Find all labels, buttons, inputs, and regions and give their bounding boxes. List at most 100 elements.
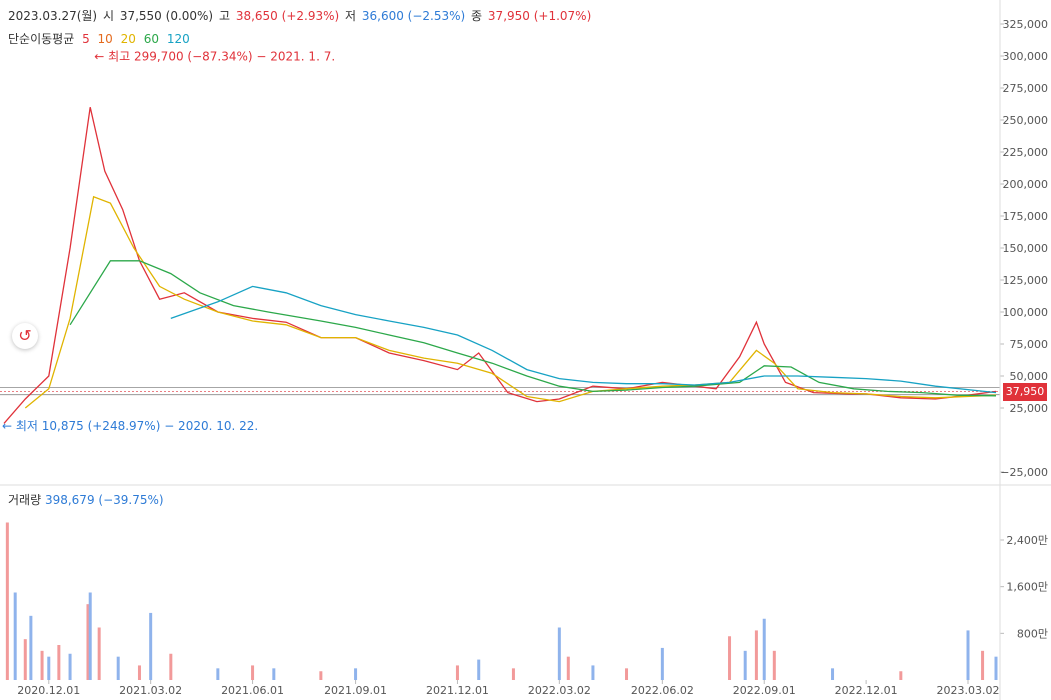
volume-bar [169,653,173,680]
volume-bar [625,668,629,680]
volume-bar [354,668,358,680]
volume-bar [557,627,561,680]
ma-5-label[interactable]: 5 [82,32,90,46]
price-tick-label: 75,000 [1010,338,1049,351]
volume-bar [86,604,90,680]
date-label: 2023.03.27(월) [8,9,98,23]
volume-label: 거래량 [8,493,42,507]
price-tick-label: 250,000 [1003,114,1049,127]
volume-bar [97,627,101,680]
volume-bar [455,665,459,680]
price-tick-label: 100,000 [1003,306,1049,319]
volume-bar [68,653,72,680]
date-x-axis: 2020.12.01 2021.03.02 2021.06.01 2021.09.01… [17,680,1000,697]
date-tick-label: 2021.09.01 [324,684,387,697]
volume-tick-label: 800만 [1017,627,1048,640]
volume-bar [319,671,323,680]
open-label: 시 [102,9,114,23]
price-guide-lines [0,387,1000,396]
volume-bar [5,522,9,680]
price-tick-label: 300,000 [1003,50,1049,63]
low-label: 저 [345,9,357,23]
volume-bar [149,612,153,680]
ma-60-label[interactable]: 60 [143,32,160,46]
volume-header: 거래량 398,679 (−39.75%) [8,491,164,508]
back-arrow-icon: ↺ [18,326,32,345]
date-tick-label: 2022.06.02 [631,684,694,697]
ma-120-label[interactable]: 120 [166,32,190,46]
volume-bar [966,630,970,680]
volume-y-axis: 2,400만 1,600만 800만 [1000,534,1048,640]
price-tick-label: 325,000 [1003,18,1049,31]
close-value: 37,950 (+1.07%) [487,9,592,23]
date-tick-label: 2021.06.01 [221,684,284,697]
volume-bar [660,647,664,680]
volume-bar [762,618,766,680]
volume-bar [88,592,92,680]
volume-bar [23,639,27,680]
price-tick-label: 125,000 [1003,274,1049,287]
volume-bar [591,665,595,680]
ma-120-line [170,285,997,394]
moving-average-lines [3,107,997,424]
volume-bar [994,656,998,680]
ma-legend: 단순이동평균 5 10 20 60 120 [8,30,194,47]
open-value: 37,550 (0.00%) [119,9,214,23]
current-price-tag: 37,950 [1003,383,1047,401]
volume-bar [251,665,255,680]
low-annotation: ← 최저 10,875 (+248.97%) − 2020. 10. 22. [2,419,258,433]
volume-bar [566,656,570,680]
volume-bar [272,668,276,680]
ma-60-line [69,260,997,397]
volume-bar [754,630,758,680]
volume-bar [728,636,732,680]
price-tick-label: −25,000 [1000,466,1048,479]
price-tick-label: 200,000 [1003,178,1049,191]
price-tick-label: 150,000 [1003,242,1049,255]
close-label: 종 [471,9,483,23]
volume-bars [5,522,998,680]
ma-10-label[interactable]: 10 [97,32,113,46]
high-label: 고 [218,9,230,23]
volume-bar [57,645,61,680]
volume-bar [216,668,220,680]
volume-bar [137,665,141,680]
volume-tick-label: 1,600만 [1006,581,1048,594]
price-tick-label: 25,000 [1010,402,1049,415]
price-y-axis: 325,000 300,000 275,000 250,000 225,000 200,0… [1000,18,1048,479]
low-value: 36,600 (−2.53%) [361,9,466,23]
date-tick-label: 2021.12.01 [426,684,489,697]
extreme-annotations: ← 최고 299,700 (−87.34%) − 2021. 1. 7. ← 최… [2,49,335,433]
price-tick-label: 175,000 [1003,210,1049,223]
date-tick-label: 2022.09.01 [733,684,796,697]
ma-20-label[interactable]: 20 [120,32,136,46]
volume-bar [477,659,481,680]
volume-bar [116,656,120,680]
volume-bar [40,650,44,680]
volume-bar [47,656,51,680]
date-tick-label: 2020.12.01 [17,684,80,697]
volume-bar [831,668,835,680]
date-tick-label: 2021.03.02 [119,684,182,697]
date-tick-label: 2022.03.02 [528,684,591,697]
volume-bar [899,671,903,680]
date-tick-label: 2022.12.01 [835,684,898,697]
ma-20-line [24,195,997,409]
volume-value: 398,679 (−39.75%) [44,493,164,507]
volume-tick-label: 2,400만 [1006,534,1048,547]
high-value: 38,650 (+2.93%) [235,9,340,23]
ma-5-line [3,107,997,424]
scroll-back-button[interactable]: ↺ [12,323,38,349]
volume-bar [13,592,17,680]
volume-bar [511,668,515,680]
volume-bar [743,650,747,680]
volume-bar [981,650,985,680]
high-annotation: ← 최고 299,700 (−87.34%) − 2021. 1. 7. [94,49,335,63]
price-tick-label: 50,000 [1010,370,1049,383]
date-tick-label: 2023.03.02 [937,684,1000,697]
ma-legend-label: 단순이동평균 [8,32,75,46]
ohlc-header: 2023.03.27(월) 시 37,550 (0.00%) 고 38,650 … [8,7,593,24]
price-tick-label: 275,000 [1003,82,1049,95]
price-tick-label: 225,000 [1003,146,1049,159]
